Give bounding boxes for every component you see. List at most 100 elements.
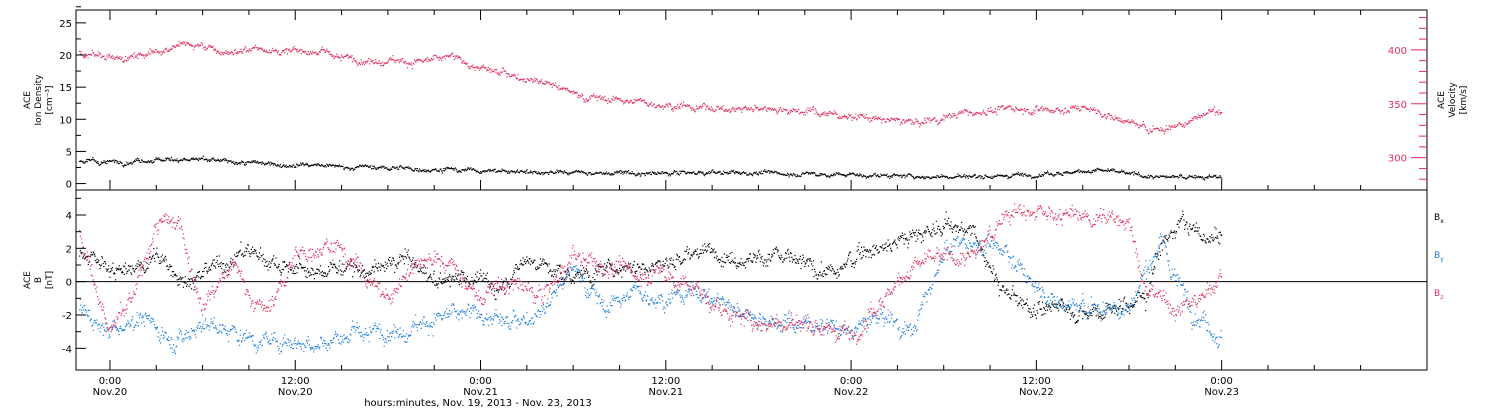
- bx-point: [1031, 314, 1033, 316]
- density-point: [135, 158, 137, 160]
- bx-point: [501, 287, 503, 289]
- bx-point: [969, 225, 971, 227]
- density-point: [455, 167, 457, 169]
- density-point: [871, 175, 873, 177]
- velocity-point: [1159, 130, 1161, 132]
- velocity-point: [129, 55, 131, 57]
- bx-point: [1042, 313, 1044, 315]
- density-point: [283, 164, 285, 166]
- velocity-point: [402, 61, 405, 63]
- density-point: [735, 171, 737, 173]
- density-point: [703, 175, 705, 177]
- velocity-point: [1093, 107, 1095, 109]
- velocity-point: [927, 118, 929, 120]
- velocity-point: [1077, 105, 1079, 107]
- bx-point: [542, 263, 545, 265]
- density-point: [1190, 176, 1192, 178]
- density-point: [987, 176, 990, 178]
- density-point: [538, 173, 540, 175]
- density-point: [1014, 173, 1016, 175]
- density-point: [397, 168, 399, 170]
- velocity-point: [779, 107, 781, 109]
- velocity-point: [96, 55, 98, 57]
- density-point: [446, 166, 448, 168]
- velocity-point: [585, 98, 587, 100]
- bx-point: [382, 265, 384, 267]
- bx-point: [309, 272, 311, 274]
- velocity-point: [292, 47, 294, 49]
- velocity-point: [752, 111, 754, 113]
- velocity-point: [216, 52, 218, 54]
- velocity-point: [122, 60, 124, 63]
- velocity-point: [787, 111, 789, 114]
- bx-point: [899, 238, 901, 240]
- density-point: [1104, 170, 1106, 172]
- bx-point: [976, 240, 978, 242]
- velocity-point: [1117, 119, 1119, 122]
- density-point: [1072, 172, 1074, 174]
- density-point: [343, 168, 345, 170]
- density-point: [1067, 171, 1069, 173]
- density-point: [1204, 179, 1206, 181]
- bx-point: [828, 265, 830, 267]
- bx-point: [633, 260, 635, 263]
- bx-point: [160, 262, 162, 264]
- velocity-point: [538, 82, 540, 84]
- bx-point: [202, 276, 204, 278]
- bx-point: [653, 269, 655, 271]
- density-point: [665, 172, 667, 174]
- bx-point: [553, 269, 555, 271]
- bx-point: [97, 261, 99, 264]
- bx-point: [590, 282, 592, 284]
- density-point: [979, 175, 981, 177]
- density-point: [490, 170, 492, 172]
- density-point: [119, 160, 121, 163]
- velocity-point: [253, 46, 255, 48]
- bx-point: [373, 266, 375, 268]
- density-point: [95, 160, 97, 162]
- density-point: [846, 175, 848, 177]
- density-point: [1013, 174, 1015, 176]
- bx-point: [377, 270, 379, 272]
- velocity-point: [696, 105, 698, 107]
- density-point: [220, 159, 222, 161]
- density-point: [455, 168, 457, 170]
- density-point: [120, 161, 122, 163]
- density-point: [106, 160, 109, 162]
- density-point: [256, 161, 258, 163]
- velocity-point: [831, 112, 833, 114]
- velocity-point: [755, 107, 757, 109]
- bx-point: [736, 265, 738, 267]
- velocity-point: [934, 117, 936, 119]
- velocity-point: [378, 60, 380, 62]
- density-point: [426, 169, 428, 171]
- bx-point: [342, 274, 344, 276]
- velocity-point: [364, 61, 366, 63]
- velocity-point: [803, 111, 805, 113]
- bx-point: [557, 268, 559, 270]
- velocity-point: [1049, 111, 1051, 113]
- bx-point: [1095, 315, 1097, 317]
- density-point: [1187, 176, 1189, 178]
- bx-point: [266, 260, 268, 262]
- density-point: [114, 160, 116, 162]
- bx-point: [655, 262, 657, 264]
- velocity-point: [441, 59, 443, 62]
- density-point: [213, 158, 215, 160]
- velocity-point: [359, 62, 361, 65]
- bx-point: [641, 268, 643, 270]
- velocity-point: [485, 67, 487, 69]
- density-point: [233, 162, 235, 164]
- density-point: [529, 172, 531, 174]
- density-point: [97, 161, 99, 163]
- density-point: [646, 172, 648, 174]
- velocity-point: [678, 106, 680, 108]
- bx-point: [255, 249, 257, 251]
- velocity-point: [379, 62, 381, 64]
- bx-point: [208, 268, 210, 270]
- bx-point: [824, 273, 826, 275]
- density-point: [354, 166, 357, 168]
- bx-point: [806, 259, 808, 261]
- density-point: [798, 175, 800, 177]
- density-point: [1165, 175, 1167, 177]
